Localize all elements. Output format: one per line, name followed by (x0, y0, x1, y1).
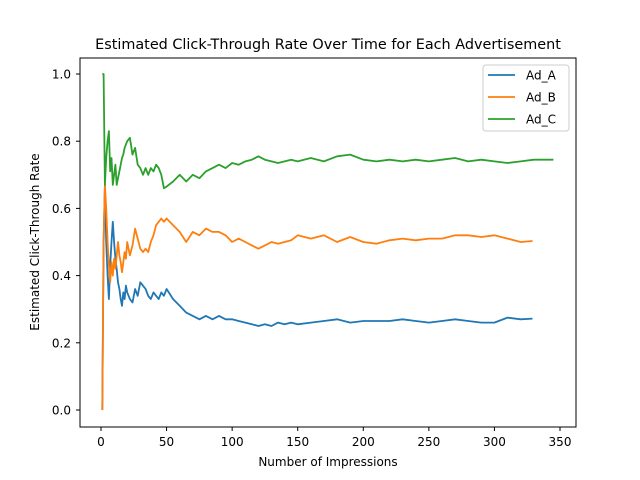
x-tick-label: 200 (352, 435, 375, 449)
legend: Ad_A Ad_B Ad_C (482, 64, 570, 132)
y-tick-label: 0.4 (52, 269, 71, 283)
legend-label: Ad_B (526, 91, 556, 105)
x-tick-label: 50 (159, 435, 174, 449)
y-tick-label: 0.6 (52, 202, 71, 216)
legend-label: Ad_C (526, 113, 556, 127)
y-axis-label: Estimated Click-Through Rate (28, 153, 42, 330)
x-tick-label: 350 (549, 435, 572, 449)
legend-box (482, 64, 570, 132)
x-tick-label: 100 (221, 435, 244, 449)
x-tick-label: 300 (483, 435, 506, 449)
x-tick-label: 150 (286, 435, 309, 449)
chart-title: Estimated Click-Through Rate Over Time f… (95, 37, 561, 53)
y-tick-label: 0.8 (52, 135, 71, 149)
axes-frame (79, 57, 577, 428)
y-axis-ticks: 0.0 0.2 0.4 0.6 0.8 1.0 (52, 68, 80, 418)
x-tick-label: 250 (417, 435, 440, 449)
x-axis-label: Number of Impressions (258, 455, 397, 469)
y-tick-label: 1.0 (52, 68, 71, 82)
plot-area (101, 73, 554, 411)
series-line-ad-a (101, 183, 533, 411)
series-line-ad-b (101, 183, 533, 411)
x-tick-label: 0 (97, 435, 105, 449)
x-axis-ticks: 0 50 100 150 200 250 300 350 (97, 427, 571, 449)
series-line-ad-c (102, 73, 554, 190)
y-tick-label: 0.2 (52, 336, 71, 350)
y-tick-label: 0.0 (52, 404, 71, 418)
legend-label: Ad_A (526, 69, 557, 83)
